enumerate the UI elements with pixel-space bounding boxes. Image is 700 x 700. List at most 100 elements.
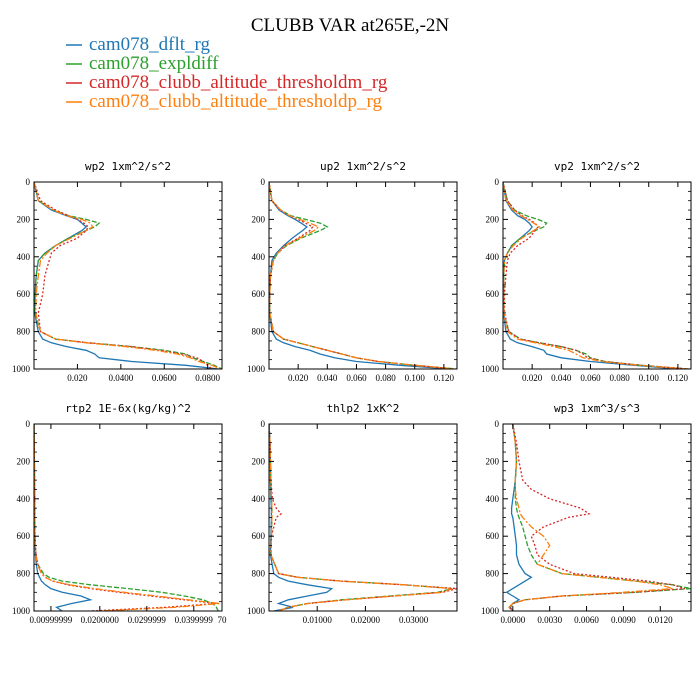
panel-2: vp2 1xm^2/s^2 0 200 400 600 800 1000 0.020 0.040… [481,160,692,383]
series-line-1-0 [269,182,452,369]
x-tick-label-1-0: 0.020 [288,373,309,383]
legend: cam078_dflt_rgcam078_expldiffcam078_club… [66,34,388,112]
series-line-0-0 [34,182,219,369]
x-tick-label-1-4: 0.100 [405,373,426,383]
x-tick-label-1-1: 0.040 [317,373,338,383]
y-tick-label-1-5: 1000 [247,364,266,374]
y-tick-label-0-4: 800 [17,327,31,337]
series-line-4-2 [269,424,457,611]
y-tick-label-5-1: 200 [486,456,500,466]
panel-title-0: wp2 1xm^2/s^2 [85,160,171,173]
y-tick-label-4-5: 1000 [247,606,266,616]
y-tick-label-3-1: 200 [17,456,31,466]
panel-title-3: rtp2 1E-6x(kg/kg)^2 [65,402,191,415]
x-tick-label-0-2: 0.0600 [152,373,177,383]
y-tick-label-2-5: 1000 [481,364,500,374]
y-tick-label-5-4: 800 [486,569,500,579]
x-tick-label-0-3: 0.0800 [195,373,220,383]
y-tick-label-3-5: 1000 [12,606,31,616]
x-tick-label-1-3: 0.080 [375,373,396,383]
y-tick-label-5-3: 600 [486,531,500,541]
y-tick-label-3-0: 0 [26,419,31,429]
x-tick-label-3-2: 0.0299999 [128,615,167,625]
panel-1: up2 1xm^2/s^2 0 200 400 600 800 1000 0.020 0.040… [247,160,458,383]
figure-title: CLUBB VAR at265E,-2N [251,15,450,36]
series-line-4-0 [269,424,334,611]
y-tick-label-1-0: 0 [261,177,266,187]
y-tick-label-1-4: 800 [252,327,266,337]
x-tick-label-0-1: 0.0400 [108,373,133,383]
panel-0: wp2 1xm^2/s^2 0 200 400 600 800 1000 0.020 0.040… [12,160,223,383]
series-line-4-3 [269,424,453,611]
y-tick-label-0-0: 0 [26,177,31,187]
y-tick-label-4-1: 200 [252,456,266,466]
y-tick-label-4-4: 800 [252,569,266,579]
panels: wp2 1xm^2/s^2 0 200 400 600 800 1000 0.020 0.040… [12,160,692,625]
x-tick-label-4-0: 0.01000 [303,615,333,625]
x-tick-label-4-2: 0.03000 [399,615,429,625]
series-line-1-1 [269,182,457,369]
series-line-3-1 [34,424,219,611]
y-tick-label-1-3: 600 [252,289,266,299]
y-tick-label-2-2: 400 [486,252,500,262]
legend-entry-0: cam078_dflt_rg [89,34,211,55]
y-tick-label-5-5: 1000 [481,606,500,616]
x-tick-label-3-3: 0.0399999 [175,615,214,625]
y-tick-label-4-3: 600 [252,531,266,541]
y-tick-label-2-0: 0 [495,177,500,187]
y-tick-label-5-0: 0 [495,419,500,429]
x-tick-label-2-1: 0.040 [551,373,572,383]
series-line-0-2 [34,182,213,369]
series-line-3-3 [34,424,221,611]
y-tick-label-3-2: 400 [17,494,31,504]
x-tick-label-2-3: 0.080 [609,373,630,383]
panel-4: thlp2 1xK^2 0 200 400 600 800 1000 0.01000 0.020… [247,402,458,625]
y-tick-label-3-4: 800 [17,569,31,579]
series-line-0-3 [34,182,221,369]
y-tick-label-2-1: 200 [486,214,500,224]
y-tick-label-4-2: 400 [252,494,266,504]
series-line-5-3 [508,424,673,611]
y-tick-label-0-5: 1000 [12,364,31,374]
y-tick-label-2-4: 800 [486,327,500,337]
x-tick-label-3-1: 0.0200000 [81,615,120,625]
x-tick-label-3-4: 70 [218,615,228,625]
legend-entry-2: cam078_clubb_altitude_thresholdm_rg [89,72,388,93]
plot-frame-1 [268,181,458,370]
legend-entry-1: cam078_expldiff [89,53,219,74]
y-tick-label-0-3: 600 [17,289,31,299]
x-tick-label-5-0: 0.0000 [500,615,525,625]
y-tick-label-5-2: 400 [486,494,500,504]
series-line-2-1 [503,182,690,369]
y-tick-label-0-2: 400 [17,252,31,262]
x-tick-label-2-0: 0.020 [522,373,543,383]
x-tick-label-2-4: 0.100 [639,373,660,383]
series-line-5-0 [505,424,533,611]
series-line-5-1 [508,424,691,611]
x-tick-label-1-5: 0.120 [434,373,455,383]
panel-title-1: up2 1xm^2/s^2 [320,160,406,173]
y-tick-label-0-1: 200 [17,214,31,224]
x-tick-label-4-1: 0.02000 [351,615,381,625]
panel-title-2: vp2 1xm^2/s^2 [554,160,640,173]
x-tick-label-0-0: 0.020 [67,373,88,383]
x-tick-label-5-2: 0.0060 [574,615,599,625]
y-tick-label-3-3: 600 [17,531,31,541]
x-tick-label-5-3: 0.0090 [611,615,636,625]
series-line-1-3 [269,182,456,369]
panel-3: rtp2 1E-6x(kg/kg)^2 0 200 400 600 800 10000.00… [12,402,227,625]
y-tick-label-4-0: 0 [261,419,266,429]
x-tick-label-5-1: 0.0030 [537,615,562,625]
y-tick-label-1-1: 200 [252,214,266,224]
series-line-1-2 [269,182,455,369]
panel-title-4: thlp2 1xK^2 [327,402,400,415]
plot-frame-0 [33,181,223,370]
x-tick-label-3-0: 0.00999999 [30,615,73,625]
x-tick-label-2-2: 0.060 [580,373,601,383]
y-tick-label-1-2: 400 [252,252,266,262]
x-tick-label-1-2: 0.060 [346,373,367,383]
x-tick-label-5-4: 0.0120 [648,615,673,625]
x-tick-label-2-5: 0.120 [668,373,689,383]
